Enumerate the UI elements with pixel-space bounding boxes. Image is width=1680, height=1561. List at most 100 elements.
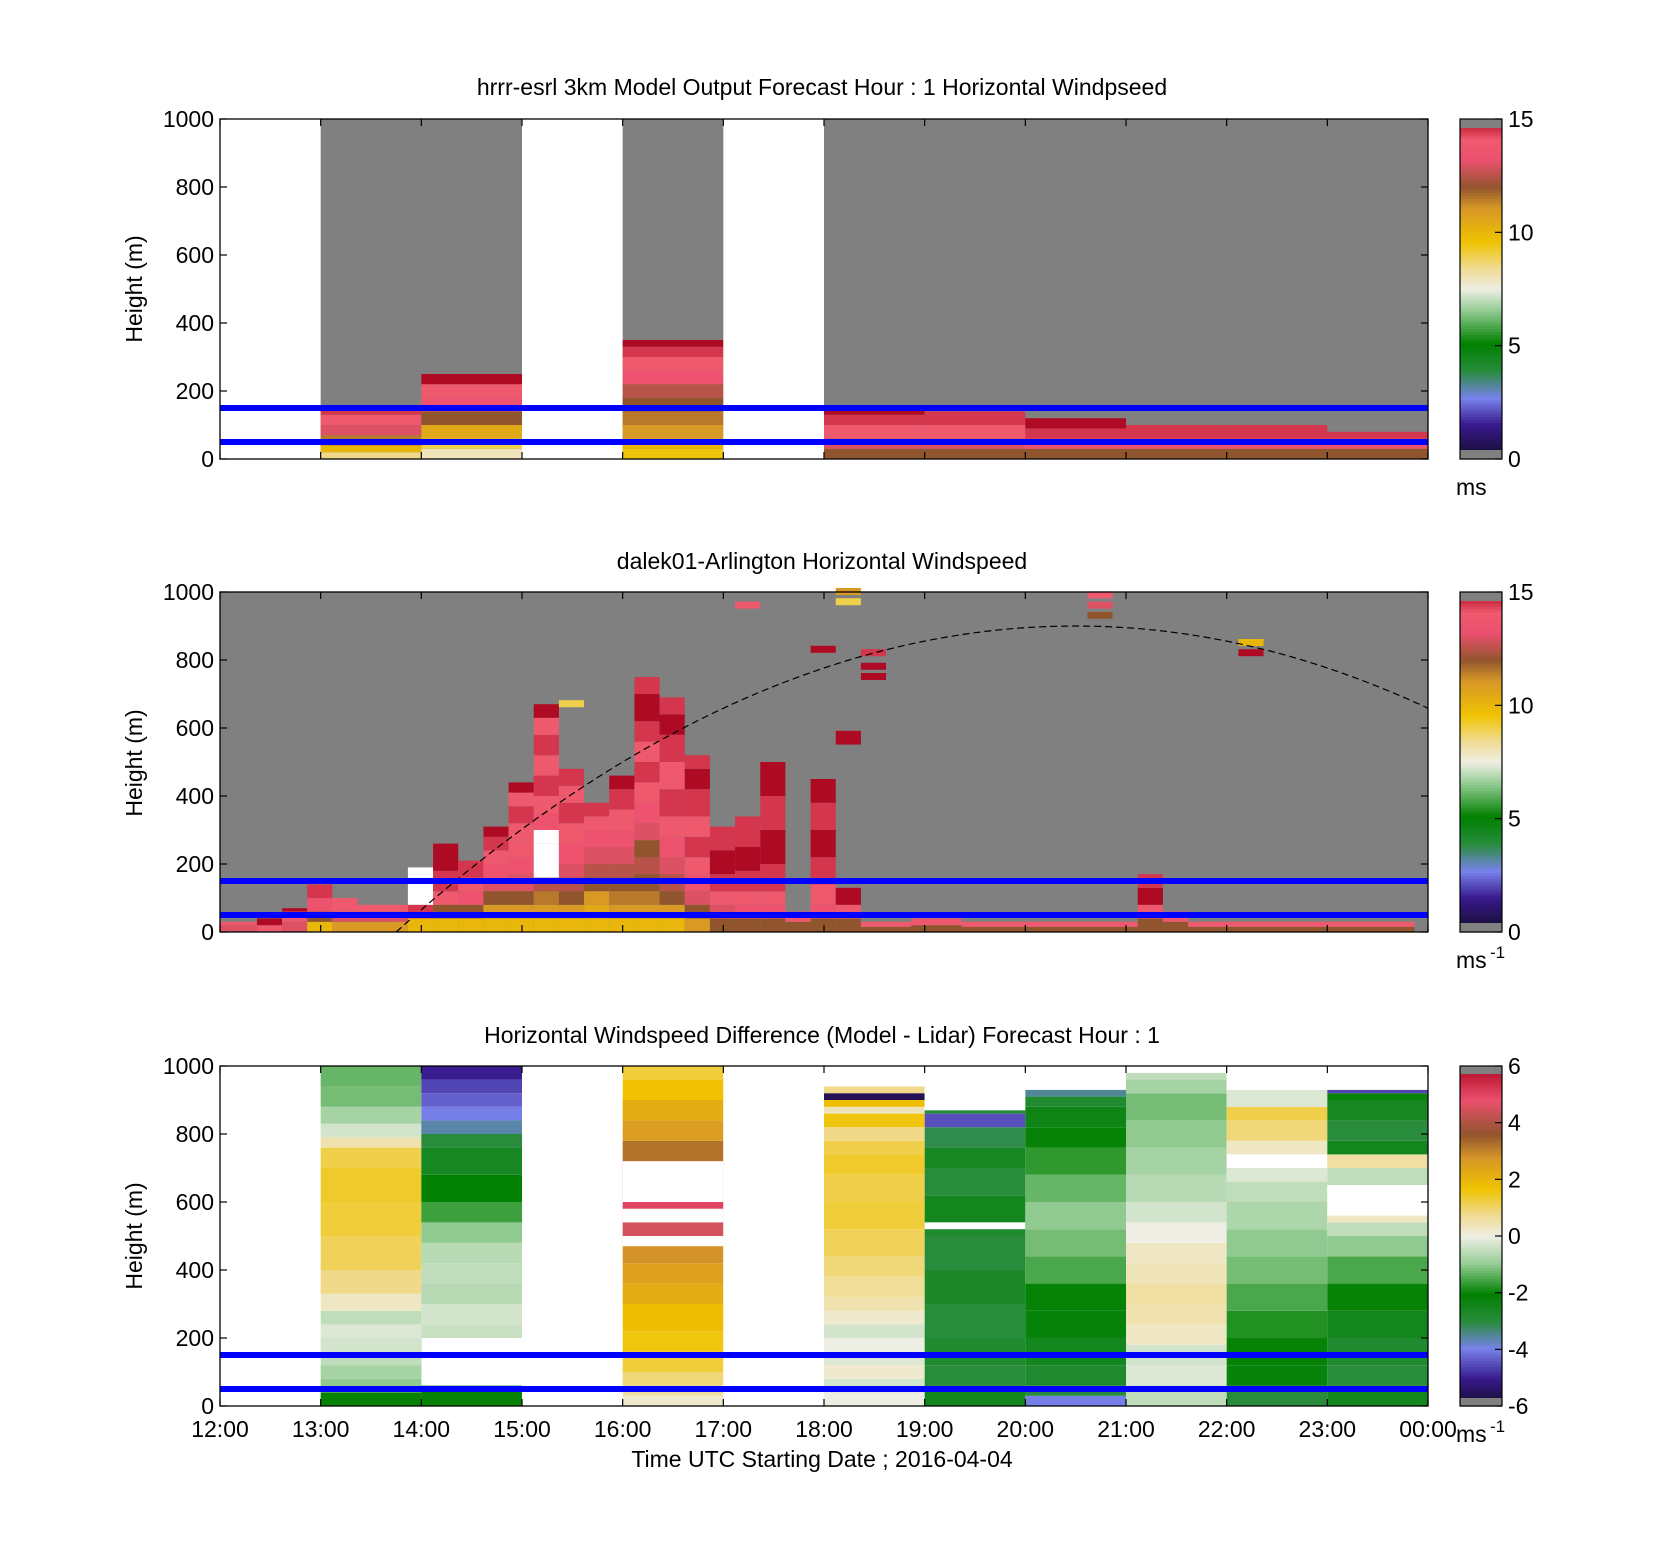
colorbar-step — [1460, 337, 1502, 341]
colorbar-step — [1460, 342, 1502, 347]
colorbar-step — [1460, 297, 1502, 301]
colorbar-step — [1460, 773, 1502, 777]
colorbar-step — [1460, 827, 1502, 831]
colorbar-step — [1460, 881, 1502, 885]
heatmap-cell — [924, 425, 1026, 439]
colorbar-step — [1460, 127, 1502, 131]
heatmap-cell — [1226, 1106, 1328, 1121]
no-data-column — [522, 119, 623, 459]
colorbar-step — [1460, 1250, 1502, 1254]
heatmap-cell — [332, 898, 358, 912]
heatmap-cell — [584, 891, 610, 905]
heatmap-cell — [622, 1140, 724, 1162]
colorbar-tick-label: 4 — [1508, 1110, 1521, 1136]
colorbar-step — [1460, 745, 1502, 749]
panel-model-ylabel: Height (m) — [121, 235, 147, 342]
heatmap-cell — [659, 697, 685, 715]
colorbar-step — [1460, 348, 1502, 352]
colorbar-step — [1460, 1131, 1502, 1135]
heatmap-cell — [421, 1174, 522, 1202]
colorbar-step — [1460, 422, 1502, 426]
heatmap-cell — [483, 918, 509, 932]
colorbar-step — [1460, 413, 1502, 418]
heatmap-cell — [622, 1331, 724, 1352]
colorbar-step — [1460, 291, 1502, 296]
heatmap-cell — [824, 1154, 925, 1175]
heatmap-cell — [622, 1120, 724, 1141]
colorbar-step — [1460, 1253, 1502, 1257]
colorbar-step — [1460, 1374, 1502, 1379]
y-tick-label: 200 — [176, 1325, 214, 1351]
heatmap-cell — [659, 857, 685, 875]
colorbar-step — [1460, 1091, 1502, 1095]
colorbar-step — [1460, 153, 1502, 157]
colorbar-step — [1460, 1210, 1502, 1214]
heatmap-cell — [458, 918, 484, 932]
colorbar-step — [1460, 866, 1502, 871]
colorbar-step — [1460, 728, 1502, 732]
heatmap-cell — [220, 925, 257, 932]
heatmap-cell — [835, 887, 861, 905]
heatmap-cell — [320, 1202, 422, 1236]
colorbar-step — [1460, 314, 1502, 318]
colorbar-step — [1460, 280, 1502, 284]
colorbar-step — [1460, 303, 1502, 307]
no-data-gap — [622, 1236, 724, 1247]
heatmap-cell — [1137, 887, 1163, 905]
heatmap-cell — [785, 921, 811, 932]
colorbar-step — [1460, 1329, 1502, 1333]
heatmap-cell — [684, 857, 710, 875]
heatmap-cell — [1327, 1222, 1428, 1236]
colorbar-step — [1460, 606, 1502, 610]
heatmap-cell — [924, 1110, 1026, 1114]
x-tick-label: 13:00 — [292, 1416, 350, 1442]
x-tick-label: 15:00 — [493, 1416, 551, 1442]
colorbar-step — [1460, 1179, 1502, 1183]
colorbar-step — [1460, 1100, 1502, 1104]
colorbar-frame — [1459, 118, 1503, 460]
heatmap-cell — [1025, 1256, 1126, 1284]
heatmap-cell — [584, 830, 610, 847]
heatmap-cell — [684, 836, 710, 858]
heatmap-cell — [533, 717, 559, 735]
panel-difference: Horizontal Windspeed Difference (Model -… — [121, 1022, 1529, 1472]
no-data-column — [220, 1066, 321, 1406]
heatmap-cell — [824, 1310, 925, 1325]
heatmap-cell — [458, 860, 484, 878]
colorbar-step — [1460, 150, 1502, 154]
colorbar-step — [1460, 1372, 1502, 1376]
heatmap-cell — [421, 1106, 522, 1121]
colorbar-step — [1460, 1343, 1502, 1348]
colorbar-step — [1460, 1236, 1502, 1240]
colorbar-unit-exponent: -1 — [1490, 943, 1505, 962]
heatmap-cell — [810, 802, 836, 830]
colorbar-step — [1460, 719, 1502, 723]
colorbar-step — [1460, 402, 1502, 406]
colorbar-step — [1460, 1097, 1502, 1101]
colorbar-step — [1460, 662, 1502, 667]
colorbar-step — [1460, 1153, 1502, 1158]
colorbar-step — [1460, 408, 1502, 412]
heatmap-cell — [824, 414, 925, 425]
heatmap-cell — [1226, 1181, 1328, 1202]
no-data-above — [1226, 1066, 1328, 1090]
heatmap-cell — [1025, 1338, 1126, 1366]
heatmap-cell — [824, 425, 925, 439]
heatmap-cell — [924, 1147, 1026, 1168]
heatmap-cell — [320, 1106, 422, 1124]
heatmap-cell — [320, 1365, 422, 1379]
heatmap-cell — [1025, 1174, 1126, 1202]
colorbar-step — [1460, 875, 1502, 879]
colorbar-step — [1460, 787, 1502, 791]
colorbar-step — [1460, 218, 1502, 222]
colorbar-step — [1460, 1224, 1502, 1229]
colorbar-step — [1460, 289, 1502, 293]
colorbar-step — [1460, 1227, 1502, 1231]
heatmap-cell — [421, 411, 522, 425]
colorbar-step — [1460, 1085, 1502, 1090]
colorbar-step — [1460, 645, 1502, 650]
heatmap-cell — [1126, 1120, 1227, 1148]
colorbar-step — [1460, 611, 1502, 616]
colorbar-step — [1460, 334, 1502, 338]
heatmap-cell — [634, 762, 660, 783]
